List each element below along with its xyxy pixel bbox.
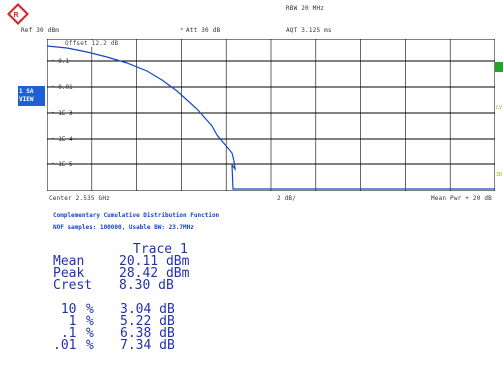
stat-row: Mean 20.11 dBm [53,254,190,269]
scale-label: 2 dB/ [277,195,297,202]
y-axis-label: • 0.1 [51,58,69,65]
percentile-result: 6.38 dB [120,326,175,341]
att-marker: * [180,27,184,34]
y-axis-label: • 1E-4 [51,136,73,143]
view-badge[interactable]: 1 SA VIEW [18,86,45,106]
ref-level-label: Ref 30 dBm [21,27,60,34]
y-axis-label: • 1E-5 [51,161,73,168]
stat-value: 20.11 dBm [119,254,190,269]
percentile-result: 7.34 dB [120,338,175,353]
center-frequency-label: Center 2.535 GHz [49,195,110,202]
percentile-result: 3.04 dB [120,302,175,317]
percentile-row: .1% 6.38 dB [53,326,189,341]
ccdf-title: Complementary Cumulative Distribution Fu… [53,212,220,219]
trace-label: Trace 1 [133,242,188,257]
offset-label: Offset 12.2 dB [64,40,120,47]
stat-name: Peak [53,266,85,281]
ccdf-trace [47,45,495,190]
percentile-value: .1 [53,326,77,341]
view-badge-line1: 1 SA [19,88,34,95]
stat-name: Mean [53,254,85,269]
rohde-schwarz-logo: R [7,3,29,25]
stat-row: Crest 8.30 dB [53,278,189,293]
aqt-label: AQT 3.125 ms [286,27,332,34]
percentile-row: 10% 3.04 dB [53,302,189,317]
percentile-unit: % [86,326,94,341]
y-axis-label: • 1E-3 [51,110,73,117]
rbw-label: RBW 20 MHz [286,5,325,12]
percentile-value: 10 [53,302,77,317]
y-axis-label: • 0.01 [51,84,73,91]
right-edge-label-2: 3D [496,172,503,178]
percentile-unit: % [86,302,94,317]
mean-power-label: Mean Pwr + 20 dB [431,195,492,202]
percentile-result: 5.22 dB [120,314,175,329]
svg-text:R: R [14,12,19,19]
right-edge-label-1: LV [496,105,503,111]
percentile-unit: % [86,314,94,329]
attenuation-label: Att 30 dB [186,27,221,34]
percentile-value: 1 [53,314,77,329]
stat-name: Crest [53,278,93,293]
y-axis-labels: • 0.1 • 0.01 • 1E-3 • 1E-4 • 1E-5 [51,58,73,168]
right-marker-tag [495,62,503,72]
stat-value: 28.42 dBm [119,266,190,281]
percentile-value: .01 [53,338,77,353]
percentile-row: 1% 5.22 dB [53,314,189,329]
view-badge-line2: VIEW [19,96,34,103]
percentile-row: .01% 7.34 dB [53,338,189,353]
ccdf-plot[interactable]: • 0.1 • 0.01 • 1E-3 • 1E-4 • 1E-5 [47,39,495,191]
percentile-unit: % [86,338,94,353]
plot-grid [47,39,495,191]
statistics-table: Trace 1 Mean 20.11 dBm Peak 28.42 dBm Crest … [53,242,190,353]
stat-value: 8.30 dB [119,278,174,293]
stat-row: Peak 28.42 dBm [53,266,190,281]
ccdf-samples: NOF samples: 100000, Usable BW: 23.7MHz [53,224,194,231]
